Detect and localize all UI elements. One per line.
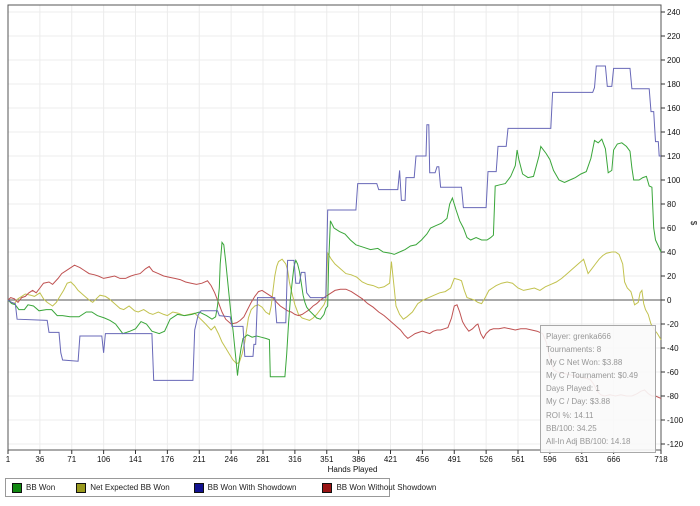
legend-swatch-bb-won-without-showdown bbox=[322, 482, 333, 493]
legend-item-bb-won-with-showdown[interactable]: BB Won With Showdown bbox=[193, 482, 297, 493]
y-axis-title: $ bbox=[689, 221, 698, 226]
y-tick-label: 100 bbox=[667, 176, 681, 185]
legend-swatch-bb-won-with-showdown bbox=[193, 482, 204, 493]
legend-label: Net Expected BB Won bbox=[90, 483, 170, 492]
y-tick-label: -80 bbox=[667, 392, 679, 401]
series-line-net-expected-bb-won bbox=[7, 251, 662, 365]
y-tick-label: -40 bbox=[667, 344, 679, 353]
x-tick-label: 421 bbox=[384, 455, 398, 464]
legend-swatch-net-expected-bb-won bbox=[76, 482, 87, 493]
y-tick-label: 60 bbox=[667, 224, 676, 233]
series-line-bb-won-with-showdown bbox=[7, 65, 661, 381]
y-tick-label: -20 bbox=[667, 320, 679, 329]
x-tick-label: 176 bbox=[161, 455, 175, 464]
x-tick-label: 526 bbox=[479, 455, 493, 464]
tooltip-line: Tournaments: 8 bbox=[546, 345, 602, 355]
tooltip-line: My C / Day: $3.88 bbox=[546, 397, 611, 407]
tooltip-line: BB/100: 34.25 bbox=[546, 423, 597, 433]
x-tick-label: 1 bbox=[6, 455, 11, 464]
tooltip-line: Player: grenka666 bbox=[546, 332, 611, 341]
tooltip-line: My C / Tournament: $0.49 bbox=[546, 371, 638, 381]
y-tick-label: -60 bbox=[667, 368, 679, 377]
x-tick-label: 106 bbox=[97, 455, 111, 464]
legend-item-bb-won[interactable]: BB Won bbox=[12, 482, 56, 493]
x-tick-label: 281 bbox=[256, 455, 270, 464]
x-tick-label: 36 bbox=[35, 455, 44, 464]
tooltip-line: All-In Adj BB/100: 14.18 bbox=[546, 436, 631, 446]
y-tick-label: 220 bbox=[667, 32, 681, 41]
y-tick-label: 0 bbox=[667, 296, 672, 305]
y-tick-label: 20 bbox=[667, 272, 676, 281]
y-tick-label: 80 bbox=[667, 200, 676, 209]
y-tick-label: 160 bbox=[667, 104, 681, 113]
x-tick-label: 246 bbox=[224, 455, 238, 464]
y-tick-label: 180 bbox=[667, 80, 681, 89]
x-tick-label: 141 bbox=[129, 455, 143, 464]
legend-label: BB Won bbox=[26, 483, 56, 492]
legend-box: BB Won Net Expected BB Won BB Won With Sho… bbox=[5, 478, 436, 497]
x-tick-label: 631 bbox=[575, 455, 589, 464]
x-tick-label: 351 bbox=[320, 455, 334, 464]
x-tick-label: 386 bbox=[352, 455, 366, 464]
x-tick-label: 316 bbox=[288, 455, 302, 464]
legend-label: BB Won Without Showdown bbox=[336, 483, 437, 492]
y-tick-label: 240 bbox=[667, 8, 681, 17]
x-tick-label: 666 bbox=[607, 455, 621, 464]
y-tick-label: 140 bbox=[667, 128, 681, 137]
y-tick-label: -100 bbox=[667, 416, 684, 425]
legend-item-net-expected-bb-won[interactable]: Net Expected BB Won bbox=[76, 482, 170, 493]
x-tick-label: 211 bbox=[193, 455, 206, 464]
stats-tooltip: Player: grenka666 Tournaments: 8 My C Net … bbox=[540, 325, 656, 453]
legend-item-bb-won-without-showdown[interactable]: BB Won Without Showdown bbox=[322, 482, 437, 493]
tooltip-line: Days Played: 1 bbox=[546, 384, 600, 394]
x-tick-label: 718 bbox=[654, 455, 668, 464]
x-tick-label: 456 bbox=[416, 455, 430, 464]
legend-label: BB Won With Showdown bbox=[207, 483, 297, 492]
legend-swatch-bb-won bbox=[12, 482, 22, 493]
y-tick-label: 40 bbox=[667, 248, 676, 257]
x-tick-label: 491 bbox=[448, 455, 462, 464]
y-tick-label: 120 bbox=[667, 152, 681, 161]
tooltip-line: My C Net Won: $3.88 bbox=[546, 358, 623, 368]
series-line-bb-won bbox=[7, 138, 662, 378]
x-tick-label: 596 bbox=[543, 455, 557, 464]
tooltip-line: ROI %: 14.11 bbox=[546, 410, 594, 420]
x-tick-label: 561 bbox=[511, 455, 525, 464]
y-tick-label: -120 bbox=[667, 440, 684, 449]
x-tick-label: 71 bbox=[67, 455, 76, 464]
x-axis-title: Hands Played bbox=[328, 465, 378, 474]
y-tick-label: 200 bbox=[667, 56, 681, 65]
